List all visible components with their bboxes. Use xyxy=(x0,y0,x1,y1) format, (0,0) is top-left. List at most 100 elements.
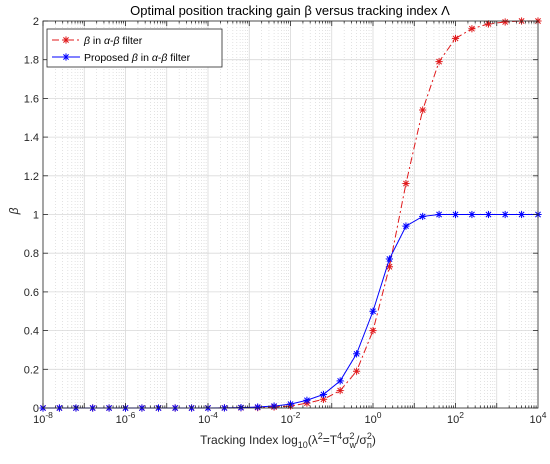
legend-label-part: α xyxy=(104,35,111,47)
data-point xyxy=(336,377,344,385)
x-tick-label: 100 xyxy=(365,410,382,426)
y-tick-label: 0.2 xyxy=(24,364,39,376)
marker-stroke xyxy=(403,180,409,187)
y-tick-label: 1.8 xyxy=(24,55,39,67)
data-point xyxy=(352,367,361,375)
legend-box xyxy=(46,28,223,68)
legend-label-part: β xyxy=(160,52,167,64)
x-tick-base: 10 xyxy=(198,414,210,426)
x-tick-base: 10 xyxy=(281,414,293,426)
data-point xyxy=(419,212,427,221)
data-point xyxy=(385,255,394,263)
x-tick-exponent: -4 xyxy=(210,410,218,420)
legend-label-part: filter xyxy=(120,35,143,47)
marker-stroke xyxy=(468,25,475,32)
marker-stroke xyxy=(403,223,409,230)
marker-stroke xyxy=(485,211,492,218)
data-point xyxy=(369,327,377,335)
data-point xyxy=(501,18,509,26)
marker-stroke xyxy=(370,308,376,315)
data-point xyxy=(303,396,311,404)
x-label-part: w xyxy=(349,440,357,450)
x-label-part: n xyxy=(367,440,372,450)
marker-stroke xyxy=(353,368,360,375)
marker-stroke xyxy=(254,404,261,410)
x-tick-base: 10 xyxy=(447,414,459,426)
chart-title: Optimal position tracking gain β versus … xyxy=(130,3,450,18)
data-point xyxy=(468,210,476,219)
legend-label-part: - xyxy=(158,52,162,64)
x-tick-label: 10-2 xyxy=(281,410,301,426)
marker-stroke xyxy=(419,107,426,113)
x-label-part: /σ xyxy=(356,433,367,447)
y-tick-label: 0.4 xyxy=(24,326,39,338)
y-tick-label: 1.4 xyxy=(24,132,39,144)
x-label-part: 4 xyxy=(337,431,342,441)
data-point xyxy=(468,25,476,33)
data-point xyxy=(451,210,460,219)
x-label-part: 2 xyxy=(318,431,323,441)
marker-stroke xyxy=(419,213,426,220)
y-tick-label: 1.6 xyxy=(24,93,39,105)
y-tick-label: 1 xyxy=(33,210,39,222)
legend-marker xyxy=(62,53,70,61)
legend-marker xyxy=(62,36,70,44)
data-point xyxy=(484,210,493,219)
data-point xyxy=(254,403,262,411)
marker-stroke xyxy=(468,211,475,218)
marker-stroke xyxy=(502,19,509,25)
x-tick-label: 10-4 xyxy=(198,410,218,426)
x-label-part: (λ xyxy=(308,433,318,447)
x-label-part: 10 xyxy=(298,440,308,450)
x-tick-label: 104 xyxy=(530,410,547,426)
x-tick-base: 10 xyxy=(116,414,128,426)
legend-label-part: - xyxy=(110,35,114,47)
data-point xyxy=(451,34,460,43)
x-tick-base: 10 xyxy=(365,414,377,426)
marker-stroke xyxy=(436,211,443,218)
marker-stroke xyxy=(386,256,393,262)
x-label-part: 2 xyxy=(350,431,355,441)
y-tick-label: 2 xyxy=(33,16,39,28)
x-label-part: 2 xyxy=(367,431,372,441)
legend-label-part: β xyxy=(113,35,120,47)
x-axis-label: Tracking Index log10(λ2=T4σ2 w/σ2 n) xyxy=(200,431,376,450)
marker-stroke xyxy=(518,211,525,218)
data-point xyxy=(336,386,344,395)
x-label-part: Tracking Index log xyxy=(200,433,298,447)
x-tick-base: 10 xyxy=(530,414,542,426)
data-point xyxy=(319,390,328,399)
marker-stroke xyxy=(337,377,344,384)
marker-stroke xyxy=(436,58,443,65)
marker-stroke xyxy=(63,37,69,43)
x-label-part: ) xyxy=(372,433,376,447)
legend-label-part: in xyxy=(138,52,152,64)
y-tick-label: 0.6 xyxy=(24,287,39,299)
legend-label-part: filter xyxy=(167,52,190,64)
marker-stroke xyxy=(353,350,360,357)
y-tick-label: 1.2 xyxy=(24,171,39,183)
x-tick-exponent: -6 xyxy=(128,410,136,420)
data-point xyxy=(369,307,377,315)
marker-stroke xyxy=(63,54,69,60)
marker-stroke xyxy=(303,397,310,404)
x-tick-exponent: 2 xyxy=(459,410,464,420)
legend-label-part: α xyxy=(152,52,159,64)
ticks: 10-8 10-6 10-4 10-2 100 102 10400.20.40.60.811… xyxy=(24,16,547,426)
data-point xyxy=(419,106,427,114)
x-label-part: σ xyxy=(342,433,350,447)
legend-label-part: β xyxy=(131,52,138,64)
data-point xyxy=(352,350,361,358)
marker-stroke xyxy=(502,211,509,218)
marker-stroke xyxy=(320,396,327,403)
legend-label-part: in xyxy=(90,35,104,47)
marker-stroke xyxy=(320,391,327,398)
legend-label-part: Proposed xyxy=(84,52,132,64)
marker-stroke xyxy=(386,263,393,270)
marker-stroke xyxy=(337,387,344,394)
y-axis-label: β xyxy=(7,207,21,215)
marker-stroke xyxy=(452,211,459,218)
